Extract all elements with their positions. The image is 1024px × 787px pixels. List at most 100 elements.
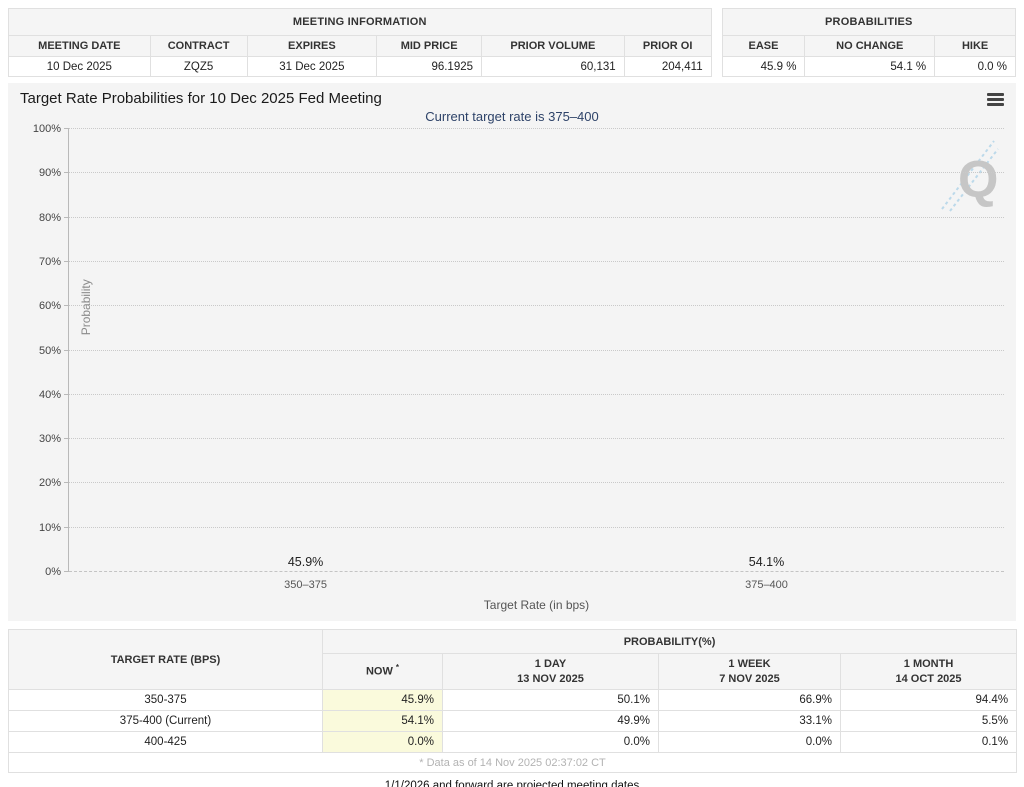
- hike-value: 0.0 %: [934, 56, 1016, 77]
- gridline: [69, 128, 1004, 129]
- chart-header: Target Rate Probabilities for 10 Dec 202…: [8, 83, 1016, 107]
- gridline: [69, 172, 1004, 174]
- bar-label-350-375: 45.9%: [287, 555, 324, 569]
- y-tick-mark: [64, 128, 69, 129]
- y-tick-label: 80%: [38, 211, 61, 224]
- rate-cell: 375-400 (Current): [8, 710, 323, 732]
- now-cell: 54.1%: [322, 710, 443, 732]
- meeting-information-title: MEETING INFORMATION: [8, 8, 712, 36]
- y-tick-label: 40%: [38, 388, 61, 401]
- prior-oi-header: PRIOR OI: [623, 35, 712, 57]
- rate-cell: 350-375: [8, 689, 323, 711]
- y-tick-mark: [64, 305, 69, 307]
- gridline: [69, 438, 1004, 440]
- y-tick-mark: [64, 526, 69, 528]
- probabilities-title: PROBABILITIES: [721, 8, 1017, 36]
- ease-value: 45.9 %: [721, 56, 806, 77]
- y-tick-mark: [64, 438, 69, 440]
- week-cell: 33.1%: [658, 710, 841, 732]
- probabilities-summary-table: PROBABILITIES EASE NO CHANGE HIKE 45.9 %…: [721, 8, 1017, 77]
- top-summary-tables: MEETING INFORMATION MEETING DATE CONTRAC…: [8, 8, 1017, 77]
- hamburger-menu-icon[interactable]: [987, 93, 1004, 106]
- target-rate-bps-header: TARGET RATE (BPS): [8, 629, 323, 690]
- y-tick-label: 50%: [38, 344, 61, 357]
- now-cell: 45.9%: [322, 689, 443, 711]
- ease-header: EASE: [721, 35, 806, 57]
- x-tick-375-400: 375–400: [745, 579, 788, 591]
- probabilities-summary-row: 45.9 % 54.1 % 0.0 %: [721, 56, 1016, 77]
- day-cell: 49.9%: [442, 710, 659, 732]
- rate-cell: 400-425: [8, 731, 323, 753]
- y-tick-label: 70%: [38, 255, 61, 268]
- gridline: [69, 260, 1004, 262]
- contract-value: ZQZ5: [149, 56, 248, 77]
- y-tick-label: 100%: [32, 123, 61, 135]
- x-axis-title: Target Rate (in bps): [483, 598, 590, 612]
- y-tick-mark: [64, 571, 69, 572]
- y-tick-label: 0%: [45, 566, 61, 578]
- one-week-column-header: 1 WEEK 7 NOV 2025: [658, 653, 841, 690]
- meeting-date-value: 10 Dec 2025: [8, 56, 151, 77]
- mid-price-value: 96.1925: [376, 56, 483, 77]
- now-cell: 0.0%: [322, 731, 443, 753]
- probability-history-table: TARGET RATE (BPS) PROBABILITY(%) NOW * 1…: [7, 629, 1018, 773]
- gridline: [69, 216, 1004, 218]
- no-change-header: NO CHANGE: [804, 35, 936, 57]
- probability-pct-group-header: PROBABILITY(%): [321, 629, 1018, 654]
- day-cell: 50.1%: [442, 689, 659, 711]
- week-cell: 0.0%: [658, 731, 841, 753]
- gridline: [69, 393, 1004, 395]
- hike-header: HIKE: [934, 35, 1016, 57]
- prior-volume-value: 60,131: [481, 56, 625, 77]
- y-tick-mark: [64, 216, 69, 218]
- y-tick-label: 30%: [38, 433, 61, 446]
- contract-header: CONTRACT: [149, 35, 248, 57]
- week-cell: 66.9%: [658, 689, 841, 711]
- now-column-header: NOW *: [322, 653, 443, 690]
- y-tick-label: 90%: [38, 167, 61, 180]
- meeting-date-header: MEETING DATE: [8, 35, 151, 57]
- meeting-information-row: 10 Dec 2025 ZQZ5 31 Dec 2025 96.1925 60,…: [8, 56, 712, 77]
- one-day-column-header: 1 DAY 13 NOV 2025: [442, 653, 659, 690]
- y-tick-label: 20%: [38, 477, 61, 490]
- table-row-400-425: 400-425 0.0% 0.0% 0.0% 0.1%: [8, 731, 1018, 753]
- svg-text:Q: Q: [958, 151, 998, 209]
- month-cell: 0.1%: [839, 731, 1018, 753]
- month-cell: 94.4%: [839, 689, 1018, 711]
- y-tick-mark: [64, 349, 69, 351]
- plot-area: Probability 45.9% 54.1% 350–375 375–400 …: [33, 123, 1004, 612]
- mid-price-header: MID PRICE: [376, 35, 483, 57]
- probability-chart-panel: Target Rate Probabilities for 10 Dec 202…: [8, 83, 1016, 621]
- gridline: [69, 526, 1004, 528]
- prior-volume-header: PRIOR VOLUME: [481, 35, 625, 57]
- data-as-of-footnote: * Data as of 14 Nov 2025 02:37:02 CT: [7, 752, 1018, 773]
- projected-dates-note: 1/1/2026 and forward are projected meeti…: [8, 778, 1016, 787]
- chart-subtitle: Current target rate is 375–400: [425, 109, 599, 124]
- gridline: [69, 571, 1004, 572]
- y-tick-label: 10%: [38, 521, 61, 534]
- expires-header: EXPIRES: [246, 35, 378, 57]
- gridline: [69, 305, 1004, 307]
- meeting-information-table: MEETING INFORMATION MEETING DATE CONTRAC…: [8, 8, 712, 77]
- table-row-375-400-current: 375-400 (Current) 54.1% 49.9% 33.1% 5.5%: [8, 710, 1018, 732]
- day-cell: 0.0%: [442, 731, 659, 753]
- bar-label-375-400: 54.1%: [748, 555, 785, 569]
- chart-title: Target Rate Probabilities for 10 Dec 202…: [20, 90, 382, 107]
- y-tick-mark: [64, 172, 69, 174]
- table-row-350-375: 350-375 45.9% 50.1% 66.9% 94.4%: [8, 689, 1018, 711]
- y-tick-mark: [64, 393, 69, 395]
- y-tick-mark: [64, 482, 69, 484]
- no-change-value: 54.1 %: [804, 56, 936, 77]
- expires-value: 31 Dec 2025: [246, 56, 378, 77]
- quikstrike-watermark-icon: Q: [941, 140, 999, 212]
- gridline: [69, 482, 1004, 484]
- y-axis-title: Probability: [79, 278, 93, 335]
- y-tick-mark: [64, 260, 69, 262]
- data-as-of-footnote-row: * Data as of 14 Nov 2025 02:37:02 CT: [7, 752, 1018, 773]
- x-tick-350-375: 350–375: [284, 579, 327, 591]
- prior-oi-value: 204,411: [623, 56, 712, 77]
- one-month-column-header: 1 MONTH 14 OCT 2025: [839, 653, 1018, 690]
- gridline: [69, 349, 1004, 351]
- month-cell: 5.5%: [839, 710, 1018, 732]
- y-tick-label: 60%: [38, 300, 61, 313]
